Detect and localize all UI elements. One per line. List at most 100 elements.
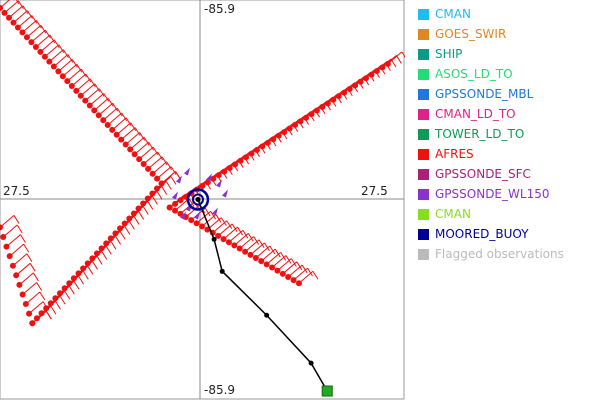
observation-point <box>84 260 91 267</box>
observation-point <box>188 217 195 224</box>
observation-barb <box>75 78 91 92</box>
observation-barb-flag <box>36 282 43 291</box>
observation-barb-flag <box>166 161 173 171</box>
observation-point <box>130 210 137 217</box>
observation-barb <box>201 214 217 227</box>
legend-label: GPSSONDE_MBL <box>435 87 534 101</box>
observation-barb-flag <box>395 55 402 64</box>
observation-point <box>166 204 173 211</box>
observation-point <box>103 240 110 247</box>
observation-barb <box>147 186 163 199</box>
observation-point <box>243 154 250 161</box>
observation-point <box>247 251 254 258</box>
plot-area: -85.9 -85.9 27.5 27.5 <box>0 0 405 400</box>
observation-barb <box>217 223 233 237</box>
observation-barb-flag <box>40 24 47 34</box>
buoy-track-point <box>219 268 225 274</box>
observation-barb <box>50 290 66 304</box>
observation-barb-flag <box>39 291 46 301</box>
observation-barb <box>40 39 55 53</box>
observation-point <box>281 129 288 136</box>
observation-barb <box>89 93 105 106</box>
observation-barb-flag <box>16 224 23 234</box>
observation-barb-flag <box>152 196 158 205</box>
observation-barb-flag <box>210 211 217 220</box>
observation-point <box>50 63 57 70</box>
sonde-point <box>211 207 218 216</box>
observation-point <box>55 68 62 75</box>
observation-point <box>154 175 161 182</box>
observation-barb <box>4 0 19 14</box>
observation-barb <box>116 122 132 136</box>
observation-barb-flag <box>101 251 108 260</box>
observation-barb <box>53 54 69 67</box>
observation-point <box>136 156 143 163</box>
observation-barb-flag <box>96 256 103 265</box>
observation-point <box>341 89 348 96</box>
observation-barb-flag <box>116 107 123 117</box>
buoy-track-line <box>197 199 328 392</box>
observation-point <box>32 43 39 50</box>
observation-point <box>28 39 35 46</box>
observation-barb <box>233 233 249 246</box>
observation-barb-flag <box>23 243 30 253</box>
observation-barb-flag <box>226 220 233 230</box>
sonde-point <box>215 179 222 188</box>
observation-point <box>237 157 244 164</box>
observation-barb-flag <box>89 78 96 88</box>
observation-barb-flag <box>130 122 137 132</box>
observation-barb <box>73 265 89 279</box>
observation-point <box>64 78 71 85</box>
observation-point <box>19 291 26 298</box>
observation-barb <box>111 117 127 131</box>
observation-barb <box>55 285 70 299</box>
observation-barb <box>105 231 121 244</box>
sonde-point <box>183 167 190 176</box>
observation-point <box>258 258 265 265</box>
observation-point <box>297 118 304 125</box>
observation-point <box>352 82 359 89</box>
observation-barb-flag <box>188 198 195 207</box>
observation-barb-flag <box>401 51 405 58</box>
observation-barb <box>13 10 28 23</box>
observation-point <box>86 102 93 109</box>
sonde-point <box>193 211 200 220</box>
observation-point <box>118 136 125 143</box>
observation-point <box>335 93 342 100</box>
sonde-point <box>179 211 186 220</box>
observation-barb <box>78 260 93 274</box>
observation-barb <box>298 270 314 284</box>
observation-barb-flag <box>161 186 168 195</box>
observation-barb-flag <box>142 206 149 215</box>
observation-barb <box>147 156 163 170</box>
observation-barb-flag <box>22 5 29 14</box>
observation-barb <box>6 234 21 247</box>
observation-barb <box>59 280 75 294</box>
legend-item: CMAN <box>418 204 564 224</box>
observation-point <box>0 234 7 241</box>
observation-point <box>117 225 124 232</box>
observation-point <box>172 200 179 207</box>
observation-barb-flag <box>15 0 20 5</box>
observation-barb <box>62 63 78 77</box>
legend-swatch <box>418 108 429 120</box>
legend-label: CMAN <box>435 207 471 221</box>
observation-barb <box>124 211 139 224</box>
observation-point <box>38 310 45 317</box>
observation-point <box>26 310 33 317</box>
observation-barb <box>244 239 260 253</box>
observation-barb <box>64 275 79 289</box>
observation-point <box>93 250 100 257</box>
observation-barb-flag <box>31 15 38 24</box>
observation-barb <box>82 255 98 269</box>
observation-barb <box>133 201 149 214</box>
observation-point <box>193 220 200 227</box>
observation-barb <box>152 161 167 175</box>
observation-point <box>59 73 66 80</box>
observation-point <box>122 141 129 148</box>
observation-point <box>82 97 89 104</box>
legend-swatch <box>418 148 429 160</box>
observation-barb <box>143 151 158 165</box>
observation-point <box>274 267 281 274</box>
observation-barb-flag <box>220 217 227 226</box>
